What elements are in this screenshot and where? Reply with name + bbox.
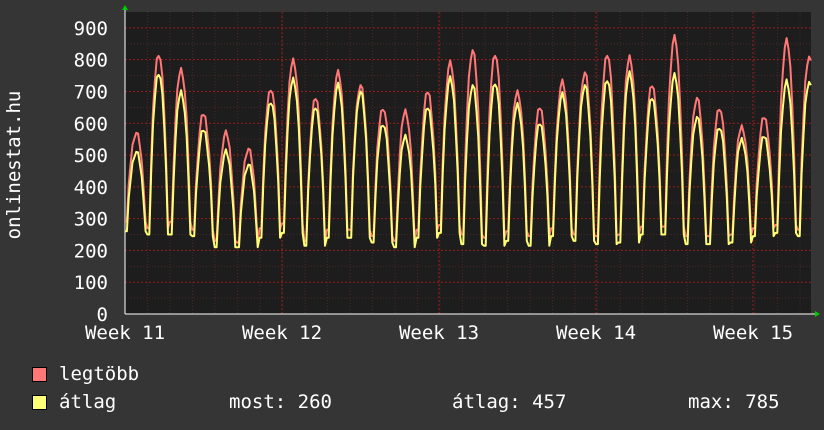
traffic-chart: 0 100 200 300 400 500 600 700 800 900 Week 11 Week …: [3, 5, 820, 344]
stat-maximum: max: 785: [688, 391, 780, 413]
legend-item-atlag: átlag: [32, 391, 116, 413]
y-tick-label: 100: [74, 272, 108, 294]
y-tick-label: 400: [74, 177, 108, 199]
y-tick-label: 200: [74, 240, 108, 262]
y-axis-arrow: [122, 5, 128, 10]
y-tick-label: 700: [74, 81, 108, 103]
atlag-swatch: [32, 394, 47, 410]
y-tick-label: 300: [74, 209, 108, 231]
x-tick-label: Week 13: [399, 322, 479, 344]
series-line-atlag: [125, 70, 812, 249]
plot-area: [125, 12, 811, 314]
legtobb-swatch: [32, 366, 47, 382]
y-axis-title: onlinestat.hu: [3, 91, 25, 240]
y-tick-label: 500: [74, 145, 108, 167]
x-tick-label: Week 11: [85, 322, 165, 344]
legend-label-legtobb: legtöbb: [59, 363, 140, 385]
legend-item-legtobb: legtöbb: [32, 363, 139, 385]
x-tick-label: Week 14: [556, 322, 636, 344]
y-tick-label: 0: [97, 304, 108, 326]
x-tick-label: Week 12: [242, 322, 322, 344]
x-axis-arrow: [815, 311, 820, 317]
y-tick-label: 800: [74, 50, 108, 72]
stat-current: most: 260: [229, 391, 332, 413]
stat-average: átlag: 457: [452, 391, 567, 413]
legend-label-atlag: átlag: [59, 391, 117, 413]
y-tick-label: 900: [74, 18, 108, 40]
y-tick-label: 600: [74, 113, 108, 135]
x-tick-label: Week 15: [713, 322, 793, 344]
